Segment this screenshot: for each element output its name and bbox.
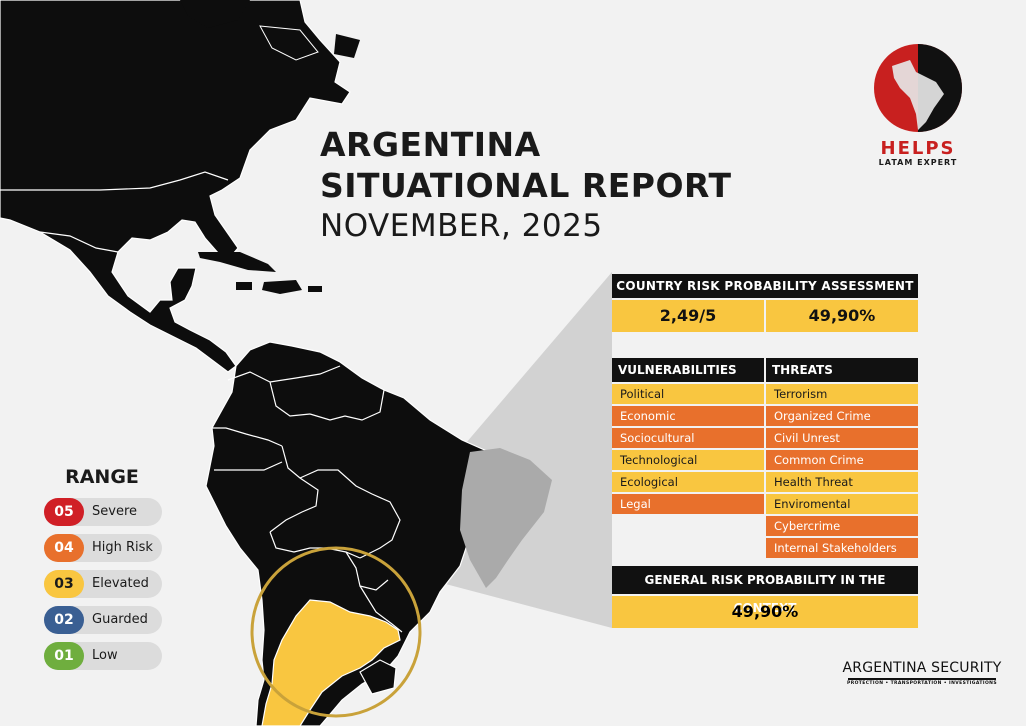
title-line1: ARGENTINA	[320, 125, 541, 164]
uruguay-landmass	[359, 659, 397, 695]
us-mexico-border	[39, 231, 119, 253]
vulnerabilities-column: VULNERABILITIES Political Economic Socio…	[612, 358, 764, 558]
range-legend: RANGE 05 Severe 04 High Risk 03 Elevated…	[44, 466, 164, 678]
us-canada-border	[0, 171, 229, 191]
puerto-rico-landmass	[308, 286, 322, 292]
range-code: 04	[44, 534, 84, 562]
brand-name: ARGENTINA SECURITY	[842, 660, 1002, 676]
range-label: Severe	[92, 504, 137, 519]
range-code: 03	[44, 570, 84, 598]
argentina-highlight	[261, 599, 401, 726]
vulnerability-item: Economic	[612, 406, 764, 426]
threat-item: Health Threat	[766, 472, 918, 492]
vulnerability-item: Technological	[612, 450, 764, 470]
vulnerability-item: Ecological	[612, 472, 764, 492]
logo-subtitle: LATAM EXPERT	[878, 158, 958, 167]
threat-item: Common Crime	[766, 450, 918, 470]
range-label: High Risk	[92, 540, 153, 555]
threat-item: Internal Stakeholders	[766, 538, 918, 558]
threat-item: Enviromental	[766, 494, 918, 514]
range-row-elevated: 03 Elevated	[44, 570, 164, 598]
threat-item: Cybercrime	[766, 516, 918, 536]
range-row-severe: 05 Severe	[44, 498, 164, 526]
vulnerability-item: Sociocultural	[612, 428, 764, 448]
range-label: Low	[92, 648, 118, 663]
arctic-island	[259, 25, 319, 61]
range-code: 05	[44, 498, 84, 526]
threat-item: Organized Crime	[766, 406, 918, 426]
logo-name: HELPS	[880, 138, 956, 159]
range-row-low: 01 Low	[44, 642, 164, 670]
hispaniola-landmass	[262, 280, 302, 294]
brand-tagline: PROTECTION • TRANSPORTATION • INVESTIGAT…	[847, 681, 997, 686]
general-risk-value: 49,90%	[612, 596, 918, 628]
assessment-scores: 2,49/5 49,90%	[612, 300, 918, 332]
greenland-landmass	[180, 0, 250, 28]
risk-score: 2,49/5	[612, 300, 764, 332]
risk-assessment-panel: COUNTRY RISK PROBABILITY ASSESSMENT 2,49…	[612, 274, 918, 628]
argentina-security-logo: ARGENTINA SECURITY PROTECTION • TRANSPOR…	[842, 660, 1002, 686]
general-risk-header: GENERAL RISK PROBABILITY IN THE CONTEXT	[612, 566, 918, 615]
vulnerability-item: Political	[612, 384, 764, 404]
callout-region	[460, 448, 552, 588]
assessment-header: COUNTRY RISK PROBABILITY ASSESSMENT	[612, 274, 918, 298]
risk-columns: VULNERABILITIES Political Economic Socio…	[612, 358, 918, 558]
cuba-landmass	[198, 252, 276, 272]
vulnerability-item: Legal	[612, 494, 764, 514]
range-code: 01	[44, 642, 84, 670]
report-date: NOVEMBER, 2025	[320, 208, 603, 244]
threat-item: Civil Unrest	[766, 428, 918, 448]
globe-logo-icon	[874, 44, 962, 132]
title-line2: SITUATIONAL REPORT	[320, 166, 732, 205]
jamaica-landmass	[236, 282, 252, 290]
range-label: Guarded	[92, 612, 148, 627]
range-row-high-risk: 04 High Risk	[44, 534, 164, 562]
threats-column: THREATS Terrorism Organized Crime Civil …	[766, 358, 918, 558]
south-america-borders	[212, 365, 403, 633]
threats-header: THREATS	[766, 358, 918, 382]
brand-divider	[848, 678, 996, 680]
report-title: ARGENTINA SITUATIONAL REPORT NOVEMBER, 2…	[320, 124, 731, 246]
threat-item: Terrorism	[766, 384, 918, 404]
helps-logo: HELPS LATAM EXPERT	[870, 42, 966, 168]
risk-percent: 49,90%	[766, 300, 918, 332]
argentina-highlight-circle	[250, 546, 422, 718]
range-row-guarded: 02 Guarded	[44, 606, 164, 634]
newfoundland-landmass	[334, 34, 360, 58]
range-code: 02	[44, 606, 84, 634]
range-label: Elevated	[92, 576, 149, 591]
north-america-landmass	[0, 0, 351, 373]
vulnerabilities-header: VULNERABILITIES	[612, 358, 764, 382]
range-title: RANGE	[65, 466, 139, 488]
